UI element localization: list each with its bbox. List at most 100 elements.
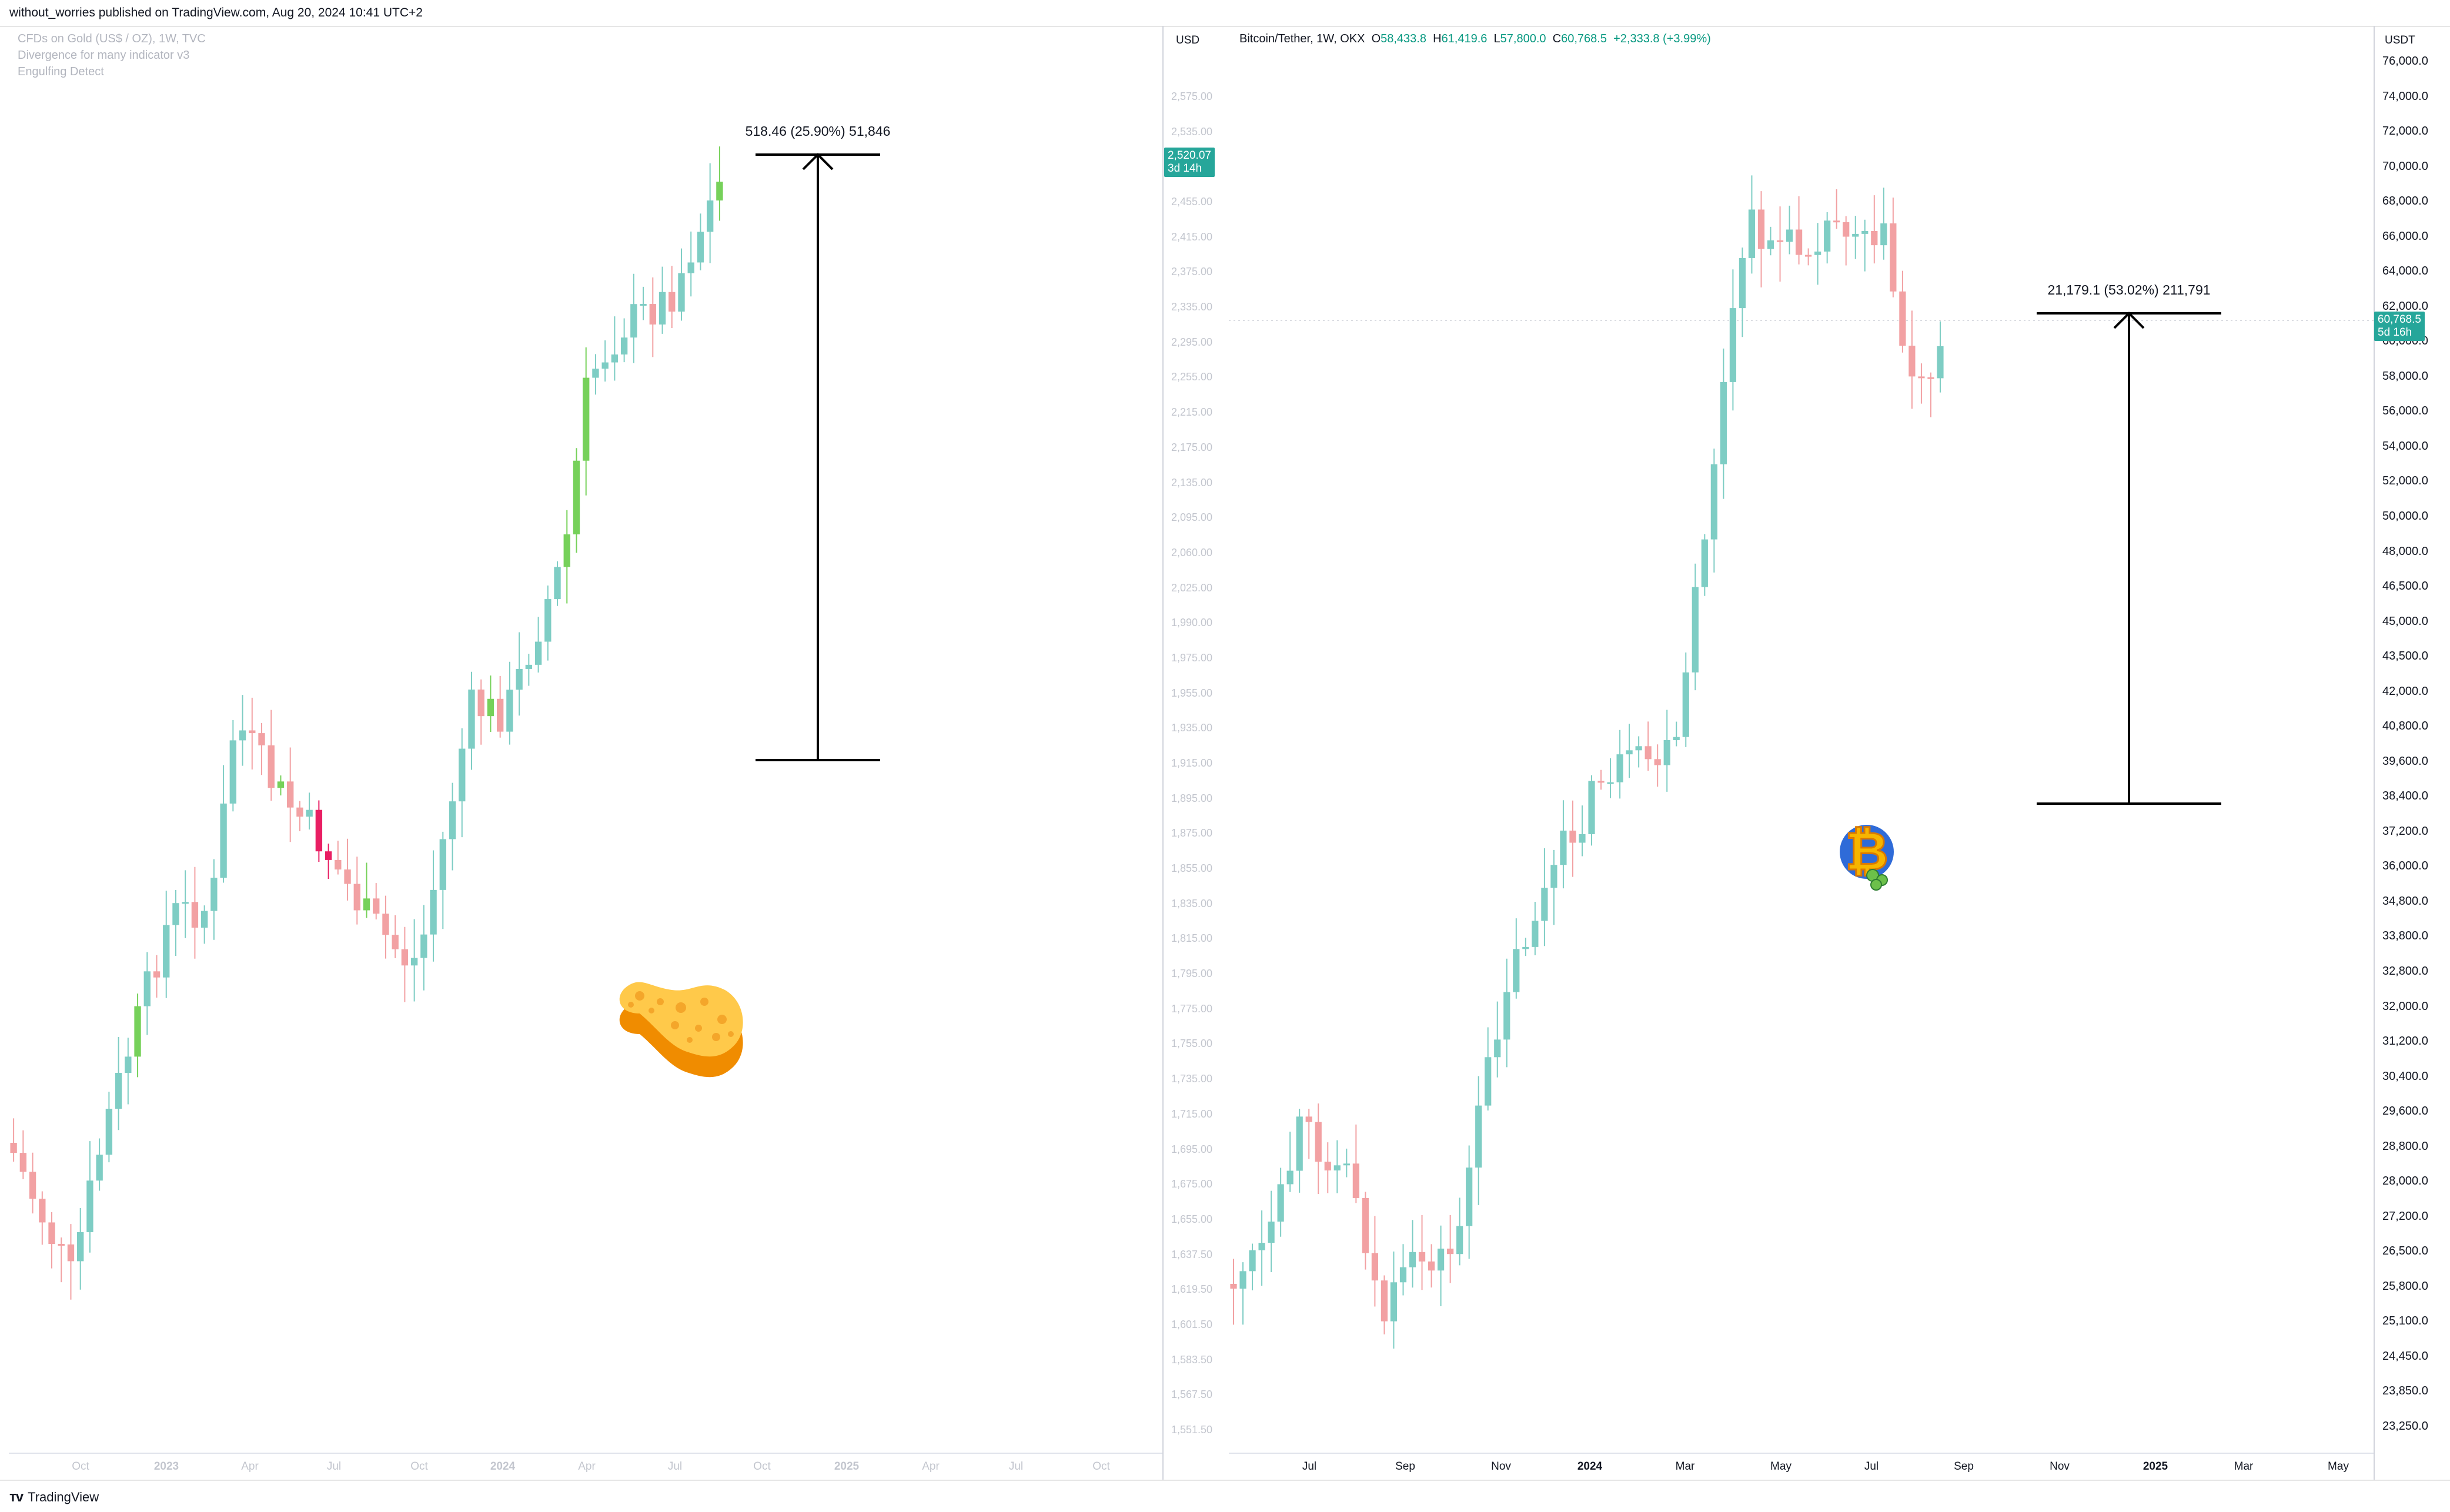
gold-time-tick: Oct [410,1460,428,1473]
gold-time-tick: 2023 [153,1460,179,1473]
btc-price-tick: 70,000.0 [2382,159,2428,173]
btc-candle-body [1249,1250,1256,1272]
gold-candle-body [163,925,170,978]
btc-price-tick: 36,000.0 [2382,859,2428,873]
btc-candle-body [1767,240,1774,249]
btc-candle-body [1890,223,1897,292]
btc-candle-body [1663,740,1670,765]
btc-time-tick: Jul [1302,1460,1317,1473]
publisher-text: without_worries published on TradingView… [9,6,423,19]
btc-candle-body [1485,1057,1492,1106]
gold-candle-body [229,740,237,804]
gold-candle-body [563,534,570,567]
btc-candle-body [1654,759,1661,765]
btc-price-tick: 56,000.0 [2382,404,2428,418]
gold-chart-pane[interactable]: CFDs on Gold (US$ / OZ), 1W, TVC Diverge… [0,26,1226,1480]
gold-currency-label[interactable]: USD [1176,34,1200,46]
btc-price-tick: 34,800.0 [2382,894,2428,908]
btc-chart-pane[interactable]: ₿ Bitcoin/Tether, 1W, OKX O58,433.8 H61,… [1229,26,2450,1480]
indicator-divergence[interactable]: Divergence for many indicator v3 [18,49,190,62]
gold-time-tick: Oct [753,1460,771,1473]
gold-candle-body [496,698,504,732]
gold-candle-body [706,200,714,232]
btc-candle-body [1503,992,1510,1040]
btc-price-tick: 37,200.0 [2382,824,2428,838]
btc-price-tick: 23,850.0 [2382,1384,2428,1398]
btc-time-tick: 2024 [1577,1460,1603,1473]
btc-price-tick: 23,250.0 [2382,1420,2428,1433]
tradingview-logo[interactable]: ᴛᴠ TradingView [9,1489,99,1506]
btc-candle-body [1843,222,1850,237]
btc-candle-body [1588,781,1595,834]
btc-price-tick: 28,000.0 [2382,1175,2428,1188]
btc-measure-tool[interactable] [2037,312,2221,805]
gold-measure-label: 518.46 (25.90%) 51,846 [745,123,891,139]
btc-candle-body [1579,834,1586,843]
gold-candle-body [477,689,484,717]
btc-candle-body [1739,257,1746,309]
gold-legend-line[interactable]: CFDs on Gold (US$ / OZ), 1W, TVC [18,32,206,45]
footer-bar: ᴛᴠ TradingView [0,1480,2450,1512]
gold-time-tick: Oct [72,1460,89,1473]
btc-candle-body [1466,1168,1473,1226]
btc-candle-body [1710,464,1717,540]
btc-price-tick: 43,500.0 [2382,650,2428,663]
gold-candle-body [649,304,656,325]
gold-price-tick: 1,855.00 [1171,862,1213,875]
gold-candle-body [115,1072,122,1109]
btc-candle-body [1786,229,1793,242]
btc-time-tick: May [2328,1460,2349,1473]
btc-candle-body [1720,382,1727,464]
btc-price-tick: 40,800.0 [2382,720,2428,733]
btc-currency-label[interactable]: USDT [2385,34,2415,46]
gold-candle-body [630,304,637,338]
gold-candle-body [525,664,533,669]
btc-price-tick: 25,800.0 [2382,1279,2428,1293]
gold-measure-tool[interactable] [756,153,880,761]
gold-candle-body [439,839,446,890]
gold-price-tick: 1,695.00 [1171,1143,1213,1155]
btc-candle-body [1475,1105,1482,1168]
gold-price-tick: 1,975.00 [1171,651,1213,664]
gold-candle-body [277,781,285,788]
btc-price-tick: 26,500.0 [2382,1245,2428,1258]
gold-time-tick: Jul [667,1460,683,1473]
btc-candle-body [1258,1243,1265,1250]
btc-candle-body [1560,830,1567,865]
btc-chart-canvas[interactable]: ₿ [1229,26,2450,1480]
indicator-engulfing[interactable]: Engulfing Detect [18,65,104,78]
btc-ohlc: O58,433.8 H61,419.6 L57,800.0 C60,768.5 … [1371,32,1711,45]
gold-time-tick: Apr [241,1460,259,1473]
btc-candle-body [1635,746,1642,751]
btc-candle-body [1399,1267,1407,1283]
gold-price-tick: 2,535.00 [1171,125,1213,138]
gold-price-tick: 2,095.00 [1171,511,1213,524]
gold-candle-body [287,781,294,808]
btc-candle-body [1305,1116,1312,1122]
gold-candle-body [516,668,523,690]
gold-candle-body [191,902,199,928]
btc-candle-body [1795,229,1803,255]
sponge-icon [619,982,743,1078]
gold-candle-body [592,369,599,378]
btc-price-tick: 32,000.0 [2382,999,2428,1013]
btc-candle-body [1362,1197,1369,1253]
gold-candle-body [601,362,609,369]
btc-price-tick: 54,000.0 [2382,439,2428,453]
btc-symbol[interactable]: Bitcoin/Tether, 1W, OKX [1239,32,1365,45]
btc-price-tick: 50,000.0 [2382,510,2428,523]
gold-candle-body [583,377,590,461]
gold-price-tick: 2,060.00 [1171,546,1213,558]
gold-price-tick: 2,415.00 [1171,230,1213,243]
gold-candle-body [506,690,513,732]
btc-price-tick: 24,450.0 [2382,1349,2428,1363]
btc-candle-body [1333,1165,1341,1170]
gold-chart-canvas[interactable] [0,26,1226,1480]
gold-candle-body [669,292,676,312]
gold-candle-body [554,567,561,600]
btc-candle-body [1673,737,1680,741]
gold-candle-body [716,182,723,201]
gold-candle-body [86,1180,93,1232]
gold-candle-body [401,949,409,966]
gold-candle-body [29,1172,36,1199]
